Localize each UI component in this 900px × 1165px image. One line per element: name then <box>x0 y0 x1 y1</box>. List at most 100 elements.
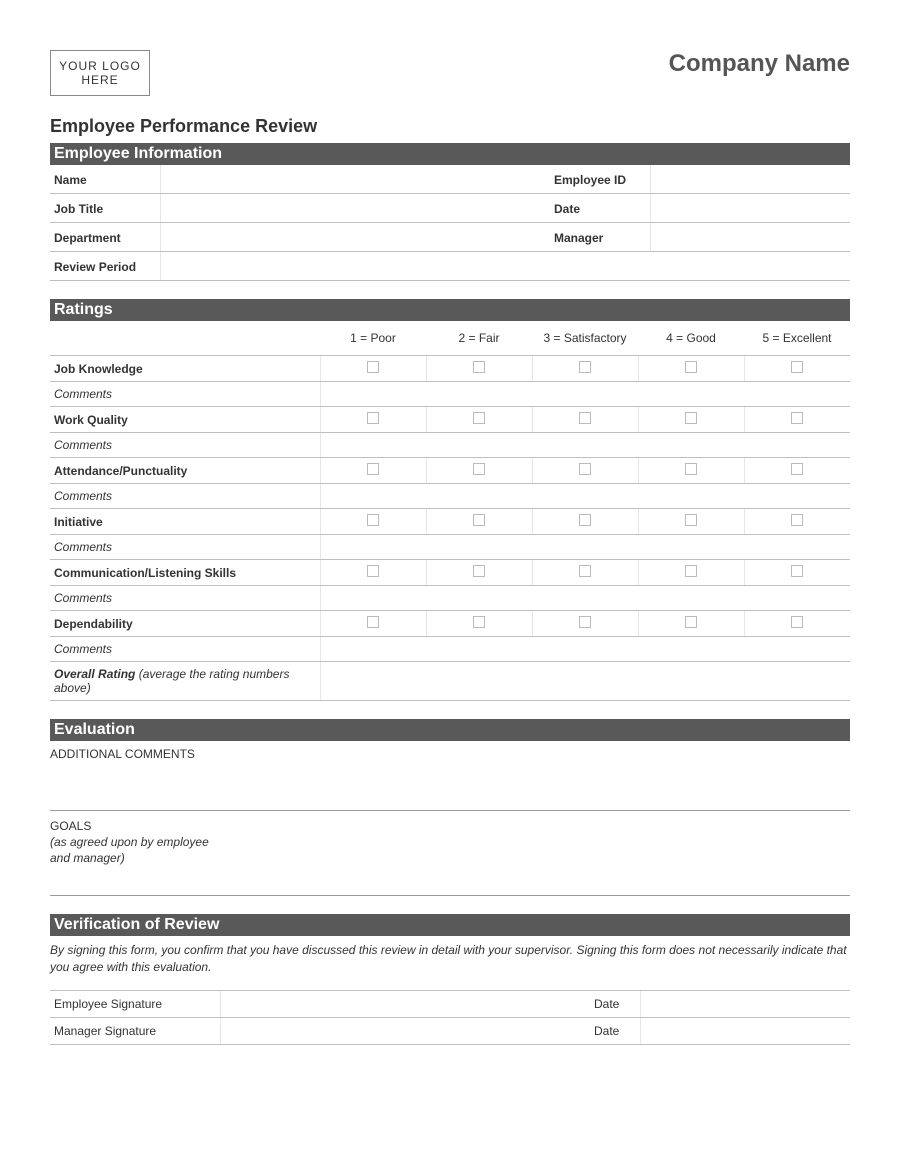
scale-5: 5 = Excellent <box>744 321 850 356</box>
overall-rating-value[interactable] <box>320 662 850 701</box>
employee-info-table: Name Employee ID Job Title Date Departme… <box>50 165 850 281</box>
checkbox-dependability-4[interactable] <box>685 616 697 628</box>
additional-comments-area[interactable] <box>50 763 850 811</box>
checkbox-job-knowledge-4[interactable] <box>685 361 697 373</box>
category-attendance: Attendance/Punctuality <box>50 458 320 484</box>
input-name[interactable] <box>160 165 550 194</box>
label-department: Department <box>50 223 160 252</box>
scale-4: 4 = Good <box>638 321 744 356</box>
section-heading-evaluation: Evaluation <box>50 719 850 741</box>
input-employee-id[interactable] <box>650 165 850 194</box>
company-name: Company Name <box>669 50 850 78</box>
checkbox-communication-3[interactable] <box>579 565 591 577</box>
employee-signature-date-label: Date <box>590 990 640 1017</box>
scale-2: 2 = Fair <box>426 321 532 356</box>
employee-signature-field[interactable] <box>220 990 590 1017</box>
category-work-quality: Work Quality <box>50 407 320 433</box>
checkbox-dependability-3[interactable] <box>579 616 591 628</box>
section-heading-verification: Verification of Review <box>50 914 850 936</box>
comments-label-2: Comments <box>50 484 320 509</box>
checkbox-work-quality-4[interactable] <box>685 412 697 424</box>
header: YOUR LOGO HERE Company Name <box>50 50 850 96</box>
signature-table: Employee Signature Date Manager Signatur… <box>50 990 850 1045</box>
checkbox-communication-4[interactable] <box>685 565 697 577</box>
scale-1: 1 = Poor <box>320 321 426 356</box>
checkbox-work-quality-1[interactable] <box>367 412 379 424</box>
checkbox-initiative-2[interactable] <box>473 514 485 526</box>
label-job-title: Job Title <box>50 194 160 223</box>
comments-communication[interactable] <box>320 586 850 611</box>
manager-signature-date-field[interactable] <box>640 1017 850 1044</box>
section-heading-employee-info: Employee Information <box>50 143 850 165</box>
comments-dependability[interactable] <box>320 637 850 662</box>
comments-attendance[interactable] <box>320 484 850 509</box>
goals-note: (as agreed upon by employee and manager) <box>50 835 850 866</box>
checkbox-attendance-2[interactable] <box>473 463 485 475</box>
input-review-period[interactable] <box>160 252 850 281</box>
employee-signature-date-field[interactable] <box>640 990 850 1017</box>
checkbox-attendance-5[interactable] <box>791 463 803 475</box>
checkbox-attendance-1[interactable] <box>367 463 379 475</box>
checkbox-dependability-1[interactable] <box>367 616 379 628</box>
checkbox-initiative-1[interactable] <box>367 514 379 526</box>
checkbox-dependability-5[interactable] <box>791 616 803 628</box>
checkbox-initiative-3[interactable] <box>579 514 591 526</box>
comments-label-4: Comments <box>50 586 320 611</box>
comments-job-knowledge[interactable] <box>320 382 850 407</box>
checkbox-job-knowledge-3[interactable] <box>579 361 591 373</box>
category-initiative: Initiative <box>50 509 320 535</box>
goals-label: GOALS <box>50 819 850 833</box>
label-employee-id: Employee ID <box>550 165 650 194</box>
scale-3: 3 = Satisfactory <box>532 321 638 356</box>
checkbox-attendance-4[interactable] <box>685 463 697 475</box>
category-dependability: Dependability <box>50 611 320 637</box>
checkbox-work-quality-2[interactable] <box>473 412 485 424</box>
checkbox-communication-5[interactable] <box>791 565 803 577</box>
category-job-knowledge: Job Knowledge <box>50 356 320 382</box>
checkbox-initiative-5[interactable] <box>791 514 803 526</box>
additional-comments-label: ADDITIONAL COMMENTS <box>50 747 850 761</box>
checkbox-communication-1[interactable] <box>367 565 379 577</box>
label-date: Date <box>550 194 650 223</box>
checkbox-dependability-2[interactable] <box>473 616 485 628</box>
checkbox-attendance-3[interactable] <box>579 463 591 475</box>
section-heading-ratings: Ratings <box>50 299 850 321</box>
goals-note-line2: and manager) <box>50 851 125 865</box>
logo-line2: HERE <box>81 73 118 87</box>
input-job-title[interactable] <box>160 194 550 223</box>
input-department[interactable] <box>160 223 550 252</box>
goals-area[interactable] <box>50 866 850 896</box>
ratings-table: 1 = Poor 2 = Fair 3 = Satisfactory 4 = G… <box>50 321 850 701</box>
checkbox-work-quality-5[interactable] <box>791 412 803 424</box>
input-manager[interactable] <box>650 223 850 252</box>
comments-label-0: Comments <box>50 382 320 407</box>
manager-signature-date-label: Date <box>590 1017 640 1044</box>
checkbox-job-knowledge-5[interactable] <box>791 361 803 373</box>
comments-label-3: Comments <box>50 535 320 560</box>
employee-signature-label: Employee Signature <box>50 990 220 1017</box>
checkbox-job-knowledge-2[interactable] <box>473 361 485 373</box>
label-review-period: Review Period <box>50 252 160 281</box>
manager-signature-label: Manager Signature <box>50 1017 220 1044</box>
label-name: Name <box>50 165 160 194</box>
overall-rating-label: Overall Rating <box>54 667 135 681</box>
checkbox-job-knowledge-1[interactable] <box>367 361 379 373</box>
checkbox-initiative-4[interactable] <box>685 514 697 526</box>
comments-initiative[interactable] <box>320 535 850 560</box>
comments-label-1: Comments <box>50 433 320 458</box>
logo-line1: YOUR LOGO <box>59 59 141 73</box>
comments-work-quality[interactable] <box>320 433 850 458</box>
label-manager: Manager <box>550 223 650 252</box>
form-title: Employee Performance Review <box>50 116 850 137</box>
category-communication: Communication/Listening Skills <box>50 560 320 586</box>
verification-text: By signing this form, you confirm that y… <box>50 942 850 976</box>
logo-placeholder: YOUR LOGO HERE <box>50 50 150 96</box>
manager-signature-field[interactable] <box>220 1017 590 1044</box>
checkbox-communication-2[interactable] <box>473 565 485 577</box>
comments-label-5: Comments <box>50 637 320 662</box>
goals-note-line1: (as agreed upon by employee <box>50 835 209 849</box>
ratings-header-blank <box>50 321 320 356</box>
checkbox-work-quality-3[interactable] <box>579 412 591 424</box>
input-date[interactable] <box>650 194 850 223</box>
overall-rating-cell: Overall Rating (average the rating numbe… <box>50 662 320 701</box>
